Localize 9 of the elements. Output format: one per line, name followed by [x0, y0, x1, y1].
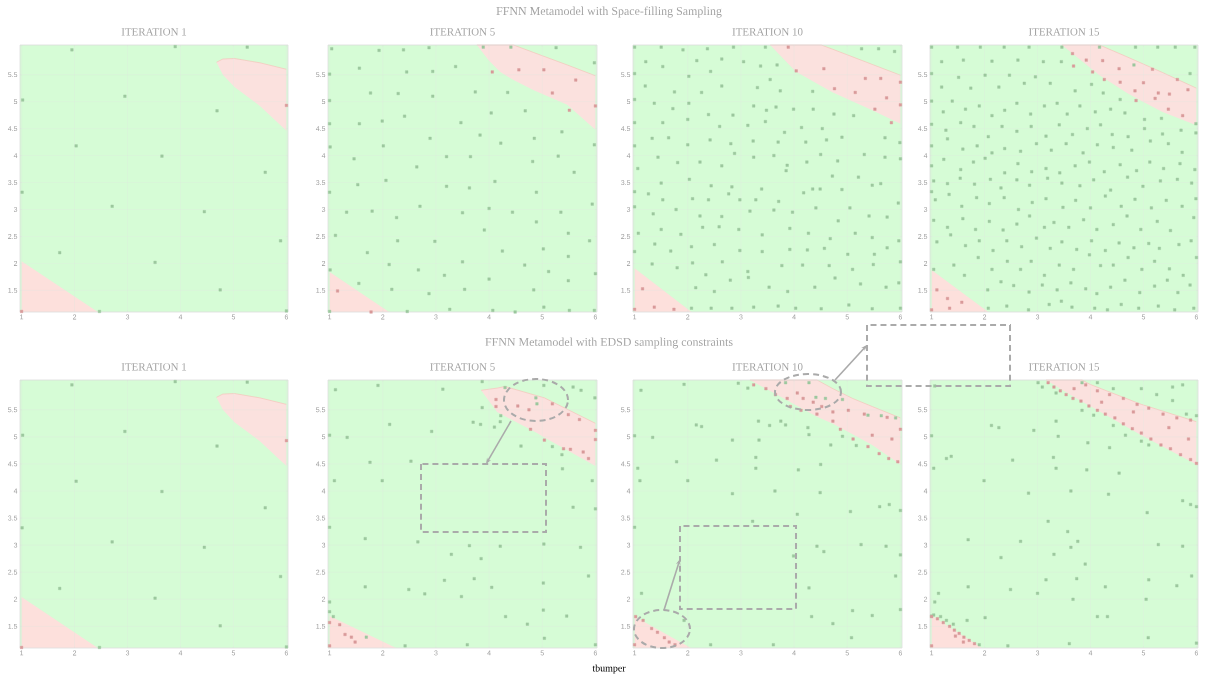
x-axis-title: tbumper: [592, 664, 626, 674]
text: FFNN Metamodel with EDSD sampling constraints: [485, 337, 733, 349]
chart-title: ITERATION 5: [430, 28, 495, 36]
chart-title: ITERATION 10: [732, 363, 803, 371]
text: FFNN Metamodel with Space-filling Sampling: [496, 6, 722, 18]
chart-title: ITERATION 10: [732, 28, 803, 36]
chart-title: ITERATION 15: [1028, 363, 1100, 371]
chart-title: ITERATION 5: [430, 363, 495, 371]
chart-title: ITERATION 15: [1028, 28, 1100, 36]
